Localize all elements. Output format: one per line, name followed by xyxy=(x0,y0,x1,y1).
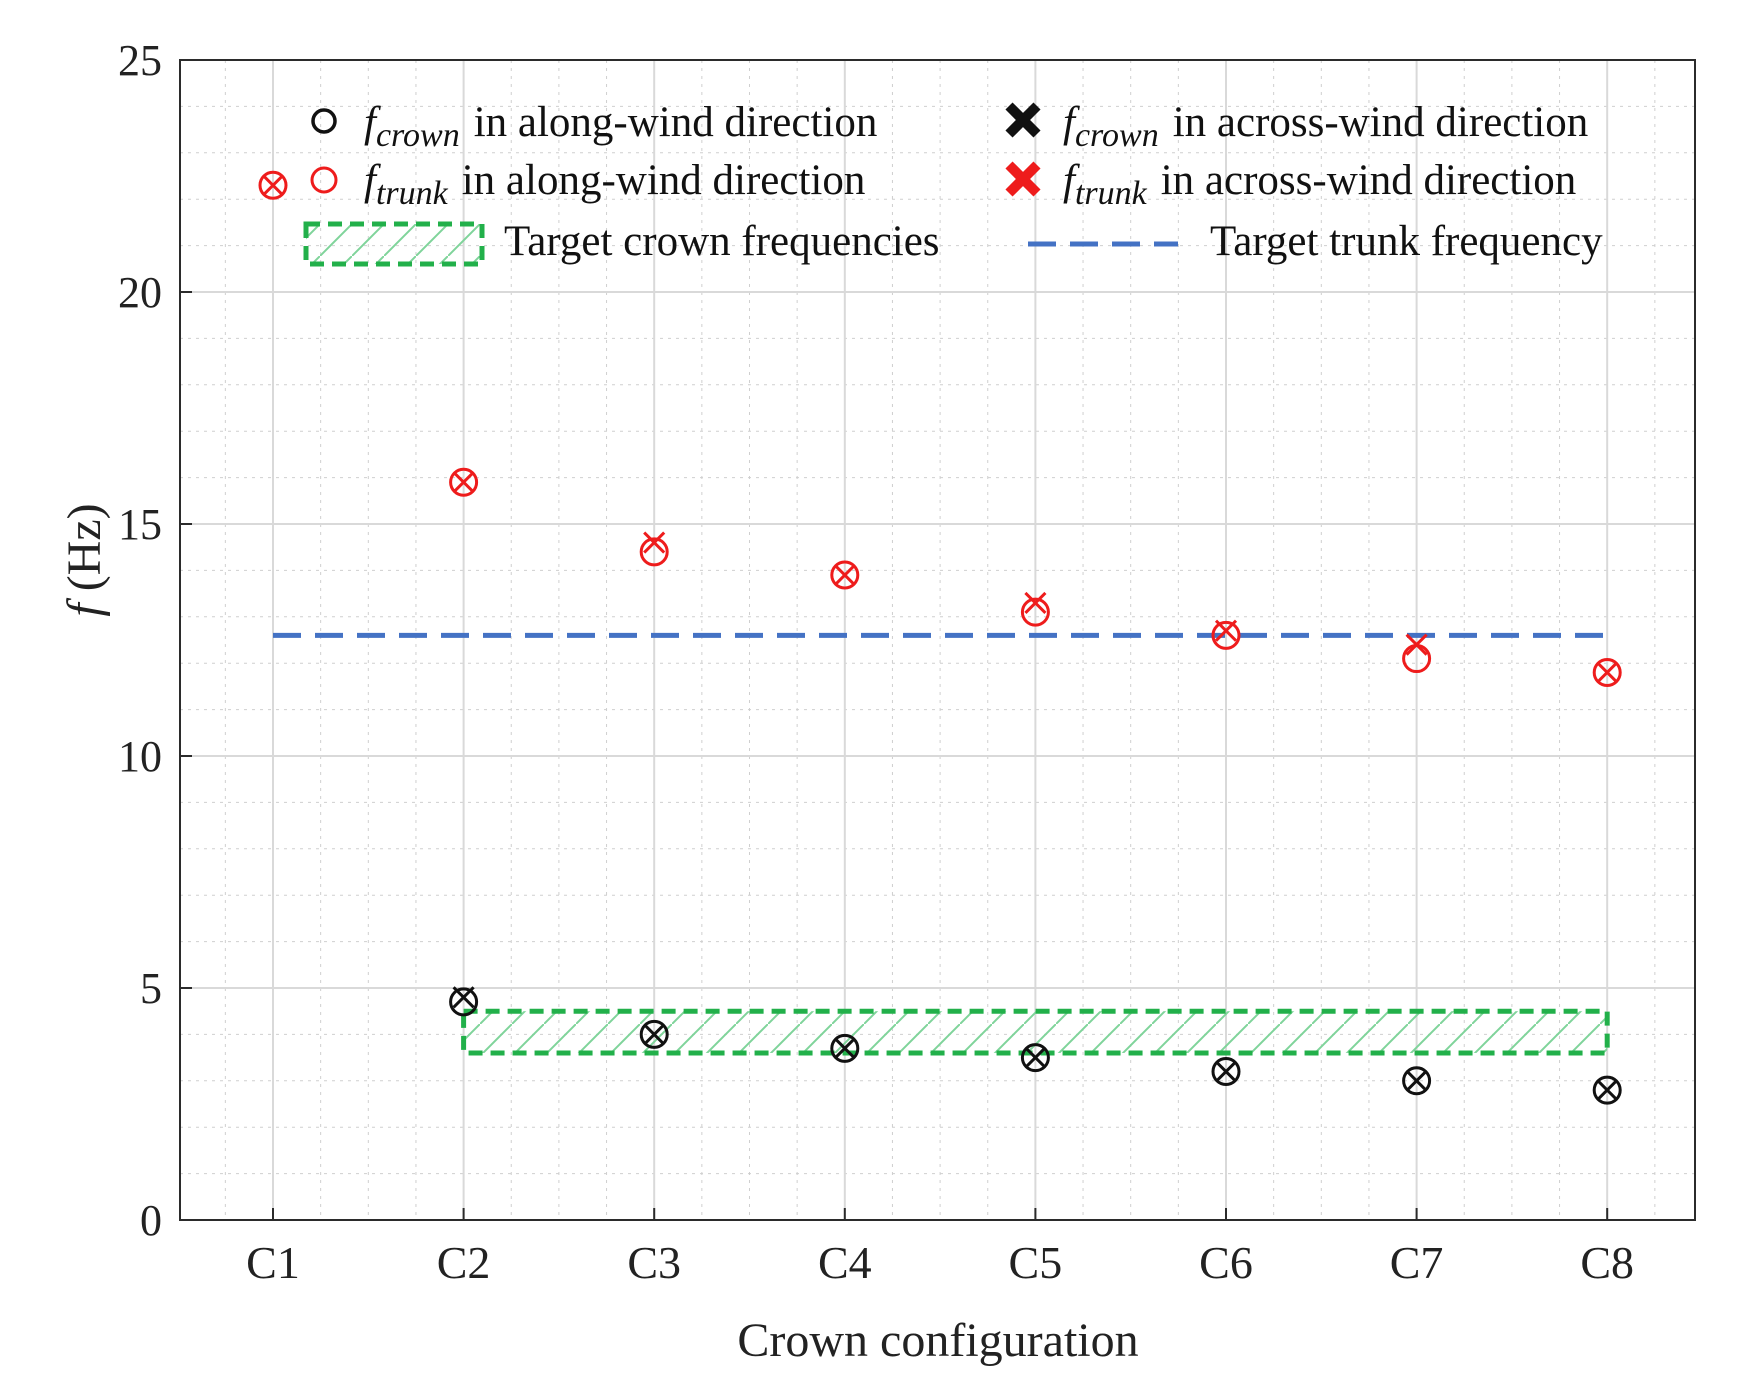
x-tick-labels: C1 C2 C3 C4 C5 C6 C7 C8 xyxy=(246,1237,1634,1288)
legend-label-crown-across: fcrown in across-wind direction xyxy=(1063,99,1588,154)
point-f-crown-in-across-wind-direction xyxy=(833,1037,856,1060)
y-tick-label: 15 xyxy=(118,500,162,549)
x-tick-label: C8 xyxy=(1580,1237,1634,1288)
point-f-crown-in-along-wind-direction xyxy=(1211,1057,1241,1087)
legend-marker-crown-across xyxy=(1005,102,1041,138)
x-tick-label: C3 xyxy=(627,1237,681,1288)
point-f-crown-in-along-wind-direction xyxy=(830,1033,860,1063)
point-f-trunk-in-across-wind-direction xyxy=(1024,591,1047,614)
point-f-trunk-in-across-wind-direction xyxy=(1596,661,1619,684)
plot-frame xyxy=(179,59,1696,1221)
point-f-trunk-in-along-wind-direction xyxy=(830,560,860,590)
point-f-trunk-in-across-wind-direction xyxy=(261,174,285,197)
x-tick-label: C1 xyxy=(246,1237,300,1288)
point-f-trunk-in-along-wind-direction xyxy=(639,537,669,567)
legend-marker-crown-band xyxy=(303,221,485,267)
point-f-crown-in-across-wind-direction xyxy=(1024,1046,1047,1069)
point-f-trunk-in-across-wind-direction xyxy=(1214,619,1238,642)
point-f-crown-in-across-wind-direction xyxy=(1214,1060,1238,1083)
y-axis-unit: (Hz) xyxy=(58,503,111,591)
point-f-crown-in-along-wind-direction xyxy=(639,1019,669,1049)
y-axis-title: f (Hz) xyxy=(58,503,111,616)
y-tick-label: 0 xyxy=(140,1196,162,1245)
x-tick-label: C4 xyxy=(818,1237,872,1288)
y-tick-label: 25 xyxy=(118,36,162,85)
point-f-trunk-in-across-wind-direction xyxy=(833,563,856,587)
legend-label-crown-along: fcrown in along-wind direction xyxy=(364,99,877,154)
axis-ticks xyxy=(180,59,1609,1221)
point-f-trunk-in-along-wind-direction xyxy=(1020,597,1050,627)
point-f-trunk-in-across-wind-direction xyxy=(452,471,475,494)
point-f-trunk-in-along-wind-direction xyxy=(449,467,479,497)
legend-label-trunk-line: Target trunk frequency xyxy=(1210,218,1603,265)
x-tick-label: C2 xyxy=(437,1237,491,1288)
x-tick-label: C5 xyxy=(1009,1237,1063,1288)
point-f-crown-in-across-wind-direction xyxy=(1405,1069,1428,1092)
y-axis-symbol: f xyxy=(58,598,111,617)
point-f-crown-in-along-wind-direction xyxy=(449,987,479,1017)
point-f-trunk-in-along-wind-direction xyxy=(1592,657,1622,687)
point-f-crown-in-along-wind-direction xyxy=(1402,1066,1432,1096)
legend-marker-crown-along xyxy=(311,108,337,134)
point-f-trunk-in-along-wind-direction xyxy=(1211,620,1241,650)
legend-marker-trunk-along xyxy=(310,166,338,194)
point-f-trunk-in-across-wind-direction xyxy=(643,531,666,554)
x-tick-label: C7 xyxy=(1390,1237,1444,1288)
target-crown-band xyxy=(461,1008,1610,1056)
y-tick-label: 5 xyxy=(140,964,162,1013)
y-tick-label: 10 xyxy=(118,732,162,781)
y-tick-labels: 0 5 10 15 20 25 xyxy=(118,36,162,1245)
legend-label-crown-band: Target crown frequencies xyxy=(504,218,940,265)
y-tick-label: 20 xyxy=(118,268,162,317)
x-axis-title: Crown configuration xyxy=(737,1314,1138,1367)
x-tick-label: C6 xyxy=(1199,1237,1253,1288)
point-f-crown-in-across-wind-direction xyxy=(452,986,475,1009)
point-f-crown-in-across-wind-direction xyxy=(1596,1079,1619,1102)
point-f-crown-in-along-wind-direction xyxy=(1020,1043,1050,1073)
point-f-trunk-in-along-wind-direction xyxy=(258,170,288,200)
legend-marker-trunk-across xyxy=(1005,161,1041,197)
point-f-crown-in-across-wind-direction xyxy=(643,1023,666,1046)
point-f-crown-in-along-wind-direction xyxy=(1592,1075,1622,1105)
point-f-trunk-in-across-wind-direction xyxy=(1405,633,1428,656)
